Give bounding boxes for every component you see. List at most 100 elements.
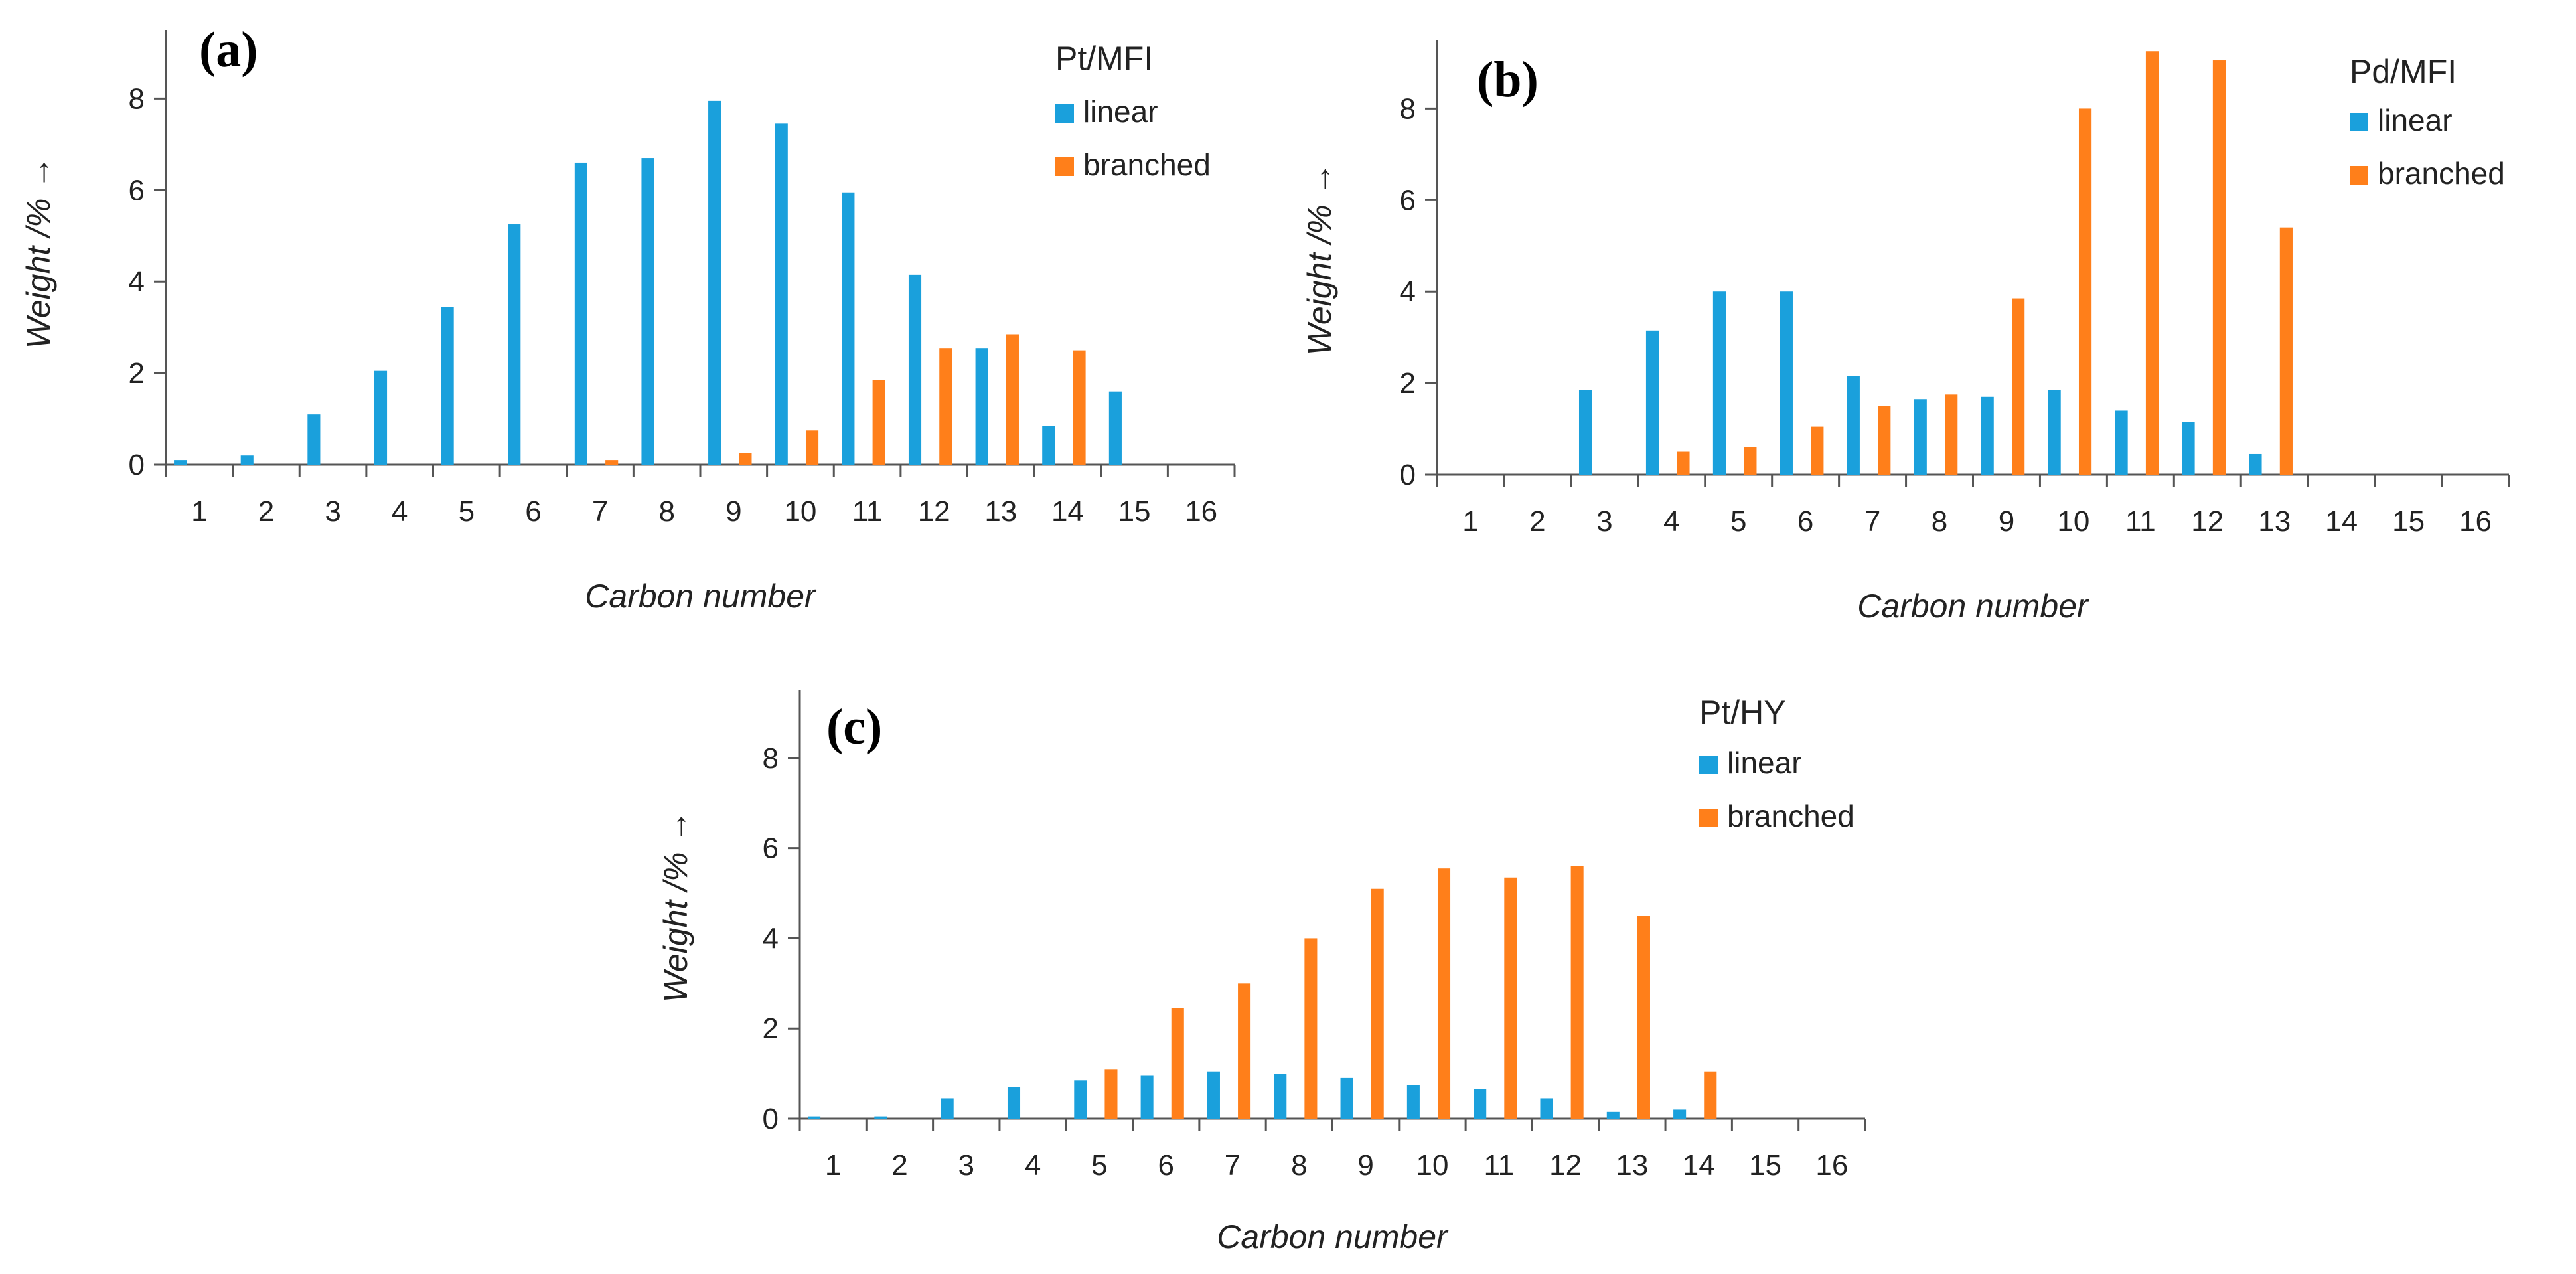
- x-tick-label: 12: [1549, 1149, 1582, 1182]
- x-tick-label: 13: [984, 495, 1017, 528]
- x-tick-label: 3: [325, 495, 341, 528]
- x-tick-label: 16: [1815, 1149, 1848, 1182]
- bar-linear-5: [1712, 291, 1726, 475]
- bar-branched-13: [2279, 227, 2293, 475]
- bar-linear-4: [374, 370, 388, 465]
- x-tick-label: 3: [958, 1149, 974, 1182]
- y-tick-label: 0: [129, 449, 145, 481]
- bar-branched-11: [2145, 51, 2159, 475]
- x-tick-label: 5: [1730, 505, 1746, 538]
- bar-linear-10: [775, 123, 788, 465]
- x-tick-label: 8: [658, 495, 674, 528]
- y-tick-label: 4: [763, 922, 779, 955]
- x-tick-label: 8: [1932, 505, 1947, 538]
- x-tick-label: 7: [592, 495, 608, 528]
- y-tick-label: 8: [763, 742, 779, 775]
- bar-branched-11: [1504, 877, 1517, 1119]
- x-tick-label: 10: [2057, 505, 2089, 538]
- x-tick-label: 9: [1999, 505, 2014, 538]
- bar-linear-3: [941, 1098, 954, 1119]
- legend-swatch-linear: [1699, 756, 1718, 774]
- bar-linear-13: [1606, 1111, 1620, 1119]
- legend: Pt/MFI linear branched: [1055, 40, 1211, 182]
- x-tick-label: 1: [191, 495, 207, 528]
- bar-linear-13: [2249, 453, 2262, 475]
- panel-a-letter: (a): [199, 22, 258, 78]
- x-tick-label: 12: [2191, 505, 2224, 538]
- x-tick-label: 4: [1025, 1149, 1041, 1182]
- bar-linear-4: [1007, 1087, 1021, 1119]
- x-tick-label: 13: [1616, 1149, 1648, 1182]
- bar-linear-8: [641, 158, 654, 465]
- bar-linear-2: [874, 1116, 887, 1119]
- bar-branched-9: [2012, 298, 2025, 475]
- x-tick-label: 11: [1483, 1149, 1514, 1182]
- y-tick-label: 2: [1400, 367, 1416, 400]
- bar-linear-9: [708, 100, 721, 465]
- legend: Pt/HY linear branched: [1699, 694, 1855, 833]
- x-axis-title: Carbon number: [585, 578, 817, 615]
- y-tick-label: 8: [129, 82, 145, 115]
- bar-branched-12: [1570, 866, 1584, 1119]
- bar-linear-6: [508, 224, 521, 465]
- legend-title: Pd/MFI: [2350, 53, 2457, 90]
- bar-branched-7: [605, 460, 619, 465]
- x-tick-label: 2: [1529, 505, 1545, 538]
- x-tick-label: 4: [1663, 505, 1679, 538]
- bar-branched-6: [1811, 426, 1824, 475]
- bar-linear-7: [1847, 376, 1860, 475]
- x-tick-label: 3: [1596, 505, 1612, 538]
- y-axis-title: Weight /% →: [657, 810, 694, 1003]
- bar-linear-9: [1340, 1077, 1353, 1119]
- x-tick-label: 9: [1357, 1149, 1373, 1182]
- x-axis-title: Carbon number: [1217, 1218, 1449, 1255]
- bar-linear-1: [174, 460, 187, 465]
- bar-branched-12: [939, 348, 952, 465]
- x-tick-label: 6: [1158, 1149, 1174, 1182]
- panel-b-letter: (b): [1477, 52, 1539, 108]
- bar-linear-15: [1108, 391, 1122, 465]
- x-tick-label: 10: [1416, 1149, 1448, 1182]
- bar-branched-7: [1238, 983, 1251, 1119]
- legend-label-linear: linear: [1727, 746, 1802, 780]
- legend: Pd/MFI linear branched: [2350, 53, 2505, 191]
- bar-linear-1: [808, 1116, 821, 1119]
- bar-branched-9: [739, 453, 752, 465]
- legend-swatch-linear: [1055, 104, 1074, 123]
- bar-branched-14: [1704, 1071, 1717, 1119]
- bar-branched-14: [1073, 350, 1086, 465]
- y-tick-label: 2: [763, 1012, 779, 1045]
- legend-swatch-linear: [2350, 113, 2368, 131]
- bar-linear-7: [574, 162, 587, 465]
- bar-linear-12: [908, 274, 922, 465]
- bar-branched-13: [1006, 334, 1019, 465]
- bar-linear-14: [1042, 426, 1055, 465]
- bar-branched-7: [1878, 406, 1891, 475]
- bar-linear-5: [1074, 1080, 1087, 1119]
- bar-linear-11: [1474, 1089, 1487, 1119]
- bar-linear-6: [1780, 291, 1793, 475]
- x-tick-label: 10: [784, 495, 816, 528]
- bar-linear-10: [1406, 1085, 1420, 1119]
- y-axis-title: Weight /% →: [20, 156, 57, 349]
- x-tick-label: 14: [2325, 505, 2358, 538]
- bar-linear-3: [307, 414, 321, 465]
- x-tick-label: 11: [2125, 505, 2156, 538]
- y-axis-title: Weight /% →: [1301, 163, 1338, 356]
- bar-linear-3: [1578, 390, 1592, 475]
- panel-c-letter: (c): [826, 699, 882, 755]
- legend-title: Pt/HY: [1699, 694, 1786, 731]
- bar-linear-10: [2048, 390, 2061, 475]
- y-tick-label: 4: [1400, 276, 1416, 308]
- bar-linear-5: [441, 307, 454, 465]
- x-tick-label: 15: [1118, 495, 1151, 528]
- bar-linear-4: [1645, 330, 1659, 475]
- y-tick-label: 6: [763, 833, 779, 865]
- x-tick-label: 1: [1462, 505, 1478, 538]
- x-tick-label: 12: [918, 495, 950, 528]
- x-tick-label: 2: [258, 495, 274, 528]
- bar-branched-13: [1637, 916, 1650, 1119]
- bar-linear-7: [1207, 1071, 1220, 1119]
- bar-branched-5: [1104, 1069, 1118, 1119]
